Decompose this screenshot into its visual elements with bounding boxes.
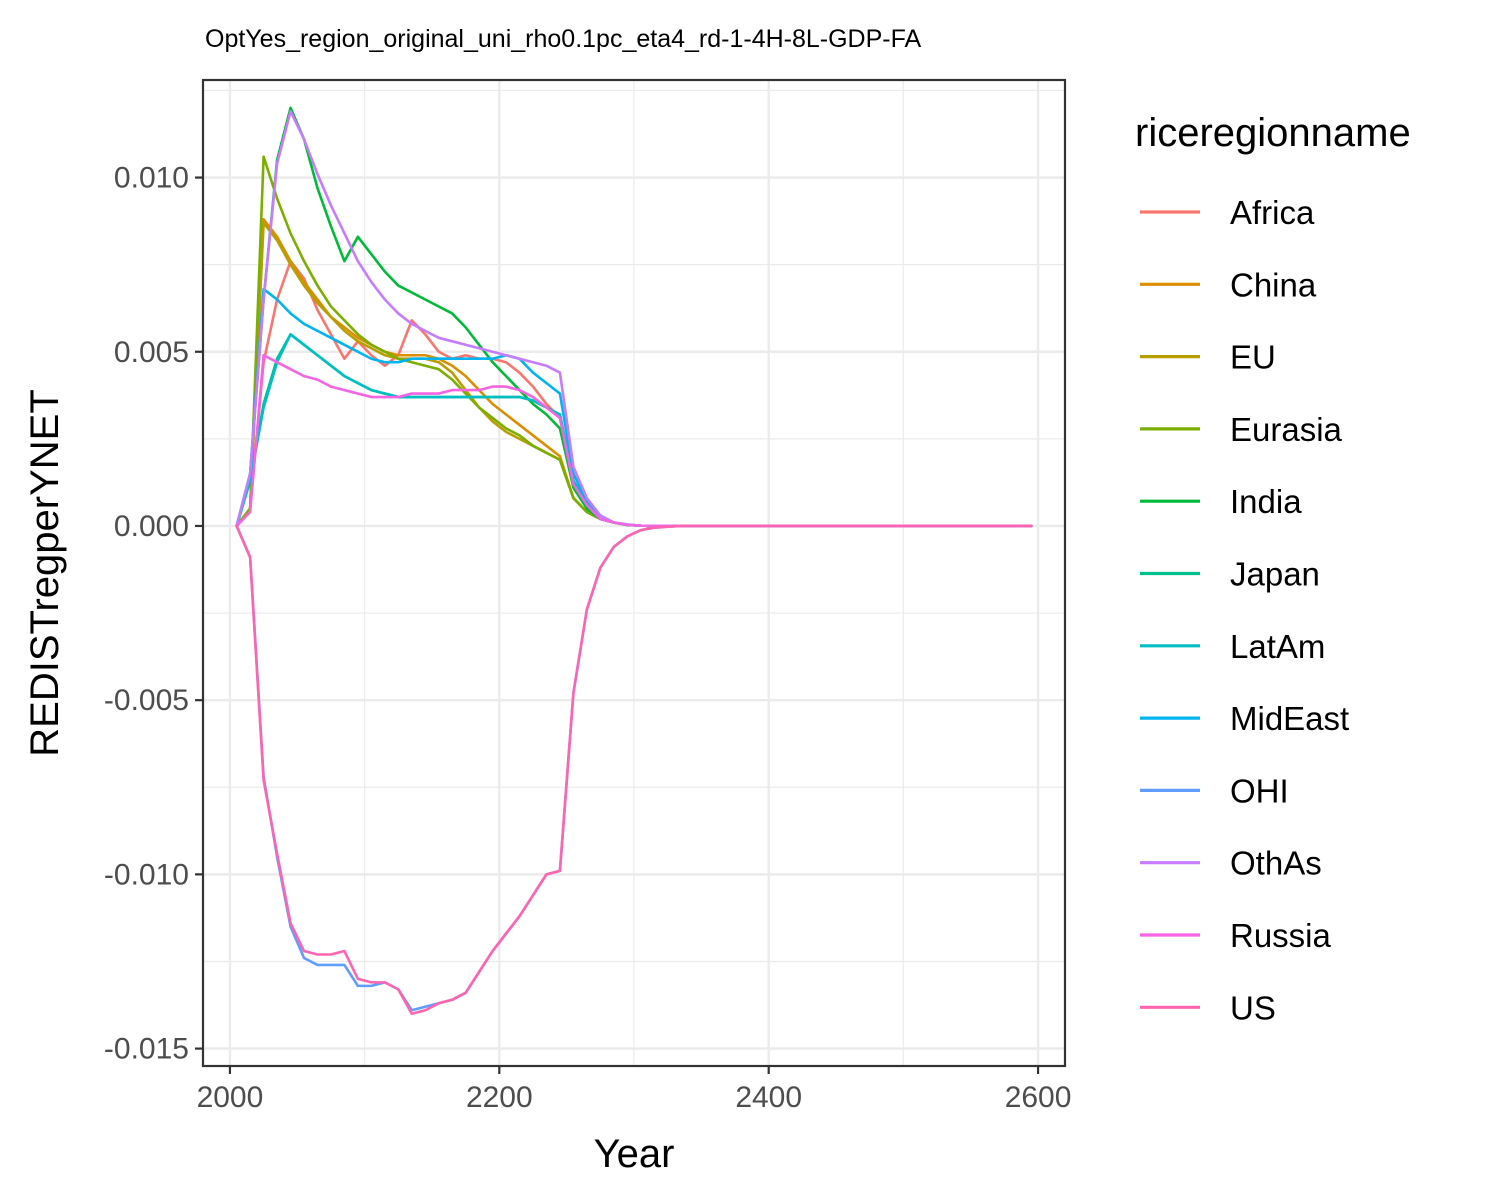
y-axis-title: REDISTregperYNET	[23, 389, 67, 757]
legend-item-eu: EU	[1140, 339, 1276, 376]
series-line-russia	[235, 353, 1033, 528]
legend-label: MidEast	[1230, 700, 1349, 737]
axes: 2000 2200 2400 2600 -0.015 -0.010 -0.005 0.000 0…	[104, 162, 1072, 1114]
legend: riceregionname Africa China EU Eurasia India…	[1135, 111, 1411, 1026]
y-tick-label: -0.010	[104, 858, 189, 891]
legend-item-othas: OthAs	[1140, 845, 1322, 882]
legend-item-africa: Africa	[1140, 194, 1315, 231]
x-tick-label: 2000	[197, 1081, 264, 1114]
legend-label: Eurasia	[1230, 411, 1343, 448]
x-tick-label: 2200	[466, 1081, 533, 1114]
plot-panel-border	[201, 78, 1067, 1068]
legend-label: US	[1230, 989, 1276, 1026]
legend-item-us: US	[1140, 989, 1276, 1026]
y-tick-label: -0.005	[104, 684, 189, 717]
y-tick-label: 0.000	[114, 510, 189, 543]
x-tick-label: 2600	[1005, 1081, 1072, 1114]
legend-label: India	[1230, 483, 1302, 520]
legend-label: China	[1230, 266, 1317, 303]
legend-item-ohi: OHI	[1140, 772, 1289, 809]
legend-item-india: India	[1140, 483, 1302, 520]
legend-item-japan: Japan	[1140, 556, 1320, 593]
legend-item-russia: Russia	[1140, 917, 1332, 954]
legend-label: OthAs	[1230, 845, 1322, 882]
y-tick-label: 0.010	[114, 162, 189, 195]
legend-title: riceregionname	[1135, 111, 1411, 155]
legend-item-china: China	[1140, 266, 1317, 303]
chart-title: OptYes_region_original_uni_rho0.1pc_eta4…	[205, 25, 921, 53]
legend-label: Africa	[1230, 194, 1315, 231]
series-lines	[235, 106, 1033, 1016]
series-line-us	[235, 524, 1033, 1016]
legend-item-eurasia: Eurasia	[1140, 411, 1343, 448]
legend-item-latam: LatAm	[1140, 628, 1325, 665]
y-tick-label: 0.005	[114, 336, 189, 369]
legend-label: EU	[1230, 339, 1276, 376]
y-tick-label: -0.015	[104, 1033, 189, 1066]
legend-label: LatAm	[1230, 628, 1325, 665]
x-axis-title: Year	[594, 1132, 675, 1176]
legend-label: OHI	[1230, 772, 1289, 809]
x-tick-label: 2400	[735, 1081, 802, 1114]
legend-label: Japan	[1230, 556, 1320, 593]
legend-item-mideast: MidEast	[1140, 700, 1349, 737]
legend-label: Russia	[1230, 917, 1332, 954]
